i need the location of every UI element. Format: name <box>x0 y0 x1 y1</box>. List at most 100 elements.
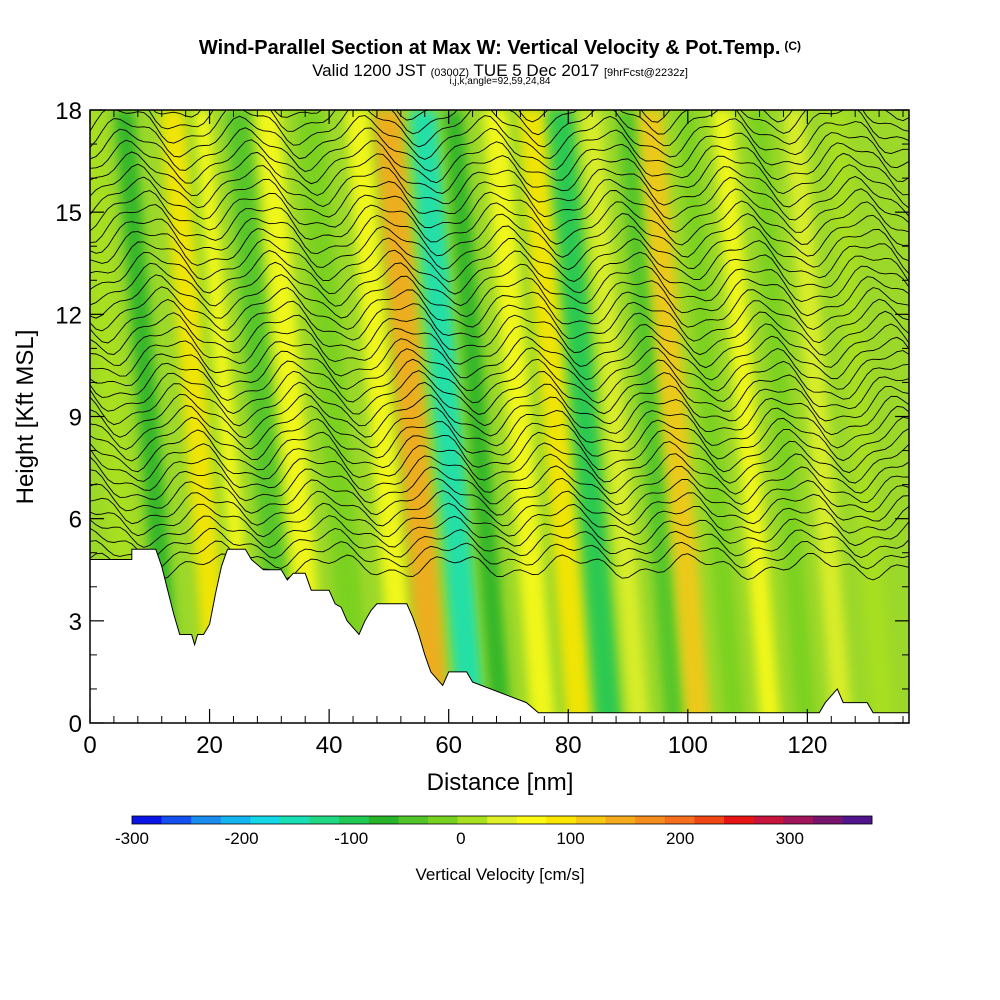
colorbar-swatch <box>783 816 814 824</box>
theta-contour <box>90 358 909 404</box>
field-band <box>518 110 592 723</box>
colorbar-swatch <box>605 816 636 824</box>
field-band <box>345 110 418 723</box>
colorbar-swatch <box>457 816 488 824</box>
theta-contour <box>90 393 909 439</box>
colorbar-tick-label: 100 <box>556 829 584 848</box>
colorbar-swatch <box>428 816 458 824</box>
theta-contour <box>90 176 909 221</box>
theta-contours <box>90 110 909 581</box>
field-band <box>408 110 486 723</box>
theta-contour <box>152 110 909 123</box>
theta-contour <box>90 200 909 246</box>
field-band <box>159 110 233 723</box>
theta-contour <box>90 465 909 506</box>
x-tick-label: 0 <box>83 732 96 759</box>
y-tick-label: 3 <box>69 609 82 636</box>
field-band <box>548 110 621 723</box>
colorbar-swatch <box>368 816 399 824</box>
y-tick-label: 0 <box>69 711 82 738</box>
colorbar-swatch <box>339 816 370 824</box>
field-band <box>711 110 781 723</box>
colorbar-tick-label: 0 <box>456 829 465 848</box>
colorbar-tick-label: -200 <box>225 829 259 848</box>
field-band <box>373 110 450 723</box>
velocity-field <box>90 110 909 723</box>
x-tick-label: 100 <box>668 732 708 759</box>
colorbar-swatch <box>309 816 340 824</box>
field-band <box>482 110 556 723</box>
colorbar-swatch <box>546 816 577 824</box>
x-axis-label: Distance [nm] <box>427 769 574 796</box>
colorbar-label: Vertical Velocity [cm/s] <box>415 865 584 884</box>
theta-contour <box>90 261 909 307</box>
theta-contour <box>90 188 909 233</box>
y-tick-label: 12 <box>55 302 82 329</box>
colorbar-swatch <box>487 816 518 824</box>
chart-params: i,j,k,angle=92,59,24,84 <box>449 76 551 87</box>
y-tick-label: 6 <box>69 507 82 534</box>
theta-contour <box>90 453 909 495</box>
theta-contour <box>90 416 909 462</box>
x-tick-label: 80 <box>555 732 582 759</box>
theta-contour <box>90 249 909 295</box>
theta-contour <box>90 323 909 369</box>
chart-title: Wind-Parallel Section at Max W: Vertical… <box>198 37 802 59</box>
colorbar-swatch <box>664 816 695 824</box>
y-tick-label: 9 <box>69 405 82 432</box>
x-tick-label: 120 <box>787 732 827 759</box>
x-tick-label: 20 <box>196 732 223 759</box>
theta-contour <box>90 370 909 415</box>
colorbar-swatch <box>842 816 873 824</box>
colorbar-swatch <box>635 816 666 824</box>
colorbar-swatch <box>398 816 429 824</box>
theta-contour <box>90 127 909 172</box>
colorbar-frame <box>131 815 873 825</box>
theta-contour <box>90 381 909 427</box>
theta-contour <box>90 110 909 136</box>
x-tick-label: 60 <box>435 732 462 759</box>
field-band <box>783 110 853 723</box>
colorbar-swatch <box>694 816 725 824</box>
colorbar-tick-label: 200 <box>666 829 694 848</box>
theta-contour <box>90 115 909 160</box>
theta-contour <box>90 490 909 527</box>
colorbar-tick-label: 300 <box>776 829 804 848</box>
theta-contour <box>90 163 909 209</box>
theta-contour <box>90 274 909 319</box>
colorbar-swatch <box>280 816 310 824</box>
theta-contour <box>90 237 909 283</box>
axis-ticks: 0 20 40 60 80 100 120 0 3 6 9 12 15 18 <box>55 98 909 759</box>
colorbar-swatch <box>220 816 251 824</box>
colorbar-swatch <box>132 816 162 824</box>
field-band <box>638 110 711 723</box>
theta-contour <box>90 440 909 484</box>
field-band <box>580 110 649 723</box>
terrain <box>89 548 910 724</box>
theta-contour <box>90 527 909 559</box>
field-band <box>442 110 512 723</box>
theta-contour <box>90 477 909 516</box>
theta-contour <box>90 540 909 570</box>
theta-contour <box>90 515 909 549</box>
theta-contour <box>90 110 909 148</box>
colorbar-swatch <box>516 816 547 824</box>
field-band <box>616 110 685 723</box>
theta-contour <box>90 213 909 258</box>
colorbar-swatch <box>250 816 281 824</box>
y-axis-label: Height [Kft MSL] <box>12 330 39 505</box>
field-band <box>747 110 817 723</box>
theta-contour <box>90 139 909 185</box>
colorbar: -300 -200 -100 0 100 200 300 <box>115 815 873 848</box>
theta-contour <box>90 225 909 271</box>
theta-contour <box>90 151 909 197</box>
theta-contour <box>90 298 909 344</box>
field-band <box>114 110 183 723</box>
colorbar-swatch <box>161 816 192 824</box>
y-tick-label: 18 <box>55 98 82 125</box>
colorbar-tick-label: -100 <box>334 829 368 848</box>
theta-contour <box>90 286 909 332</box>
colorbar-tick-label: -300 <box>115 829 149 848</box>
chart-subtitle: Valid 1200 JST (0300Z) TUE 5 Dec 2017 [9… <box>312 61 688 80</box>
